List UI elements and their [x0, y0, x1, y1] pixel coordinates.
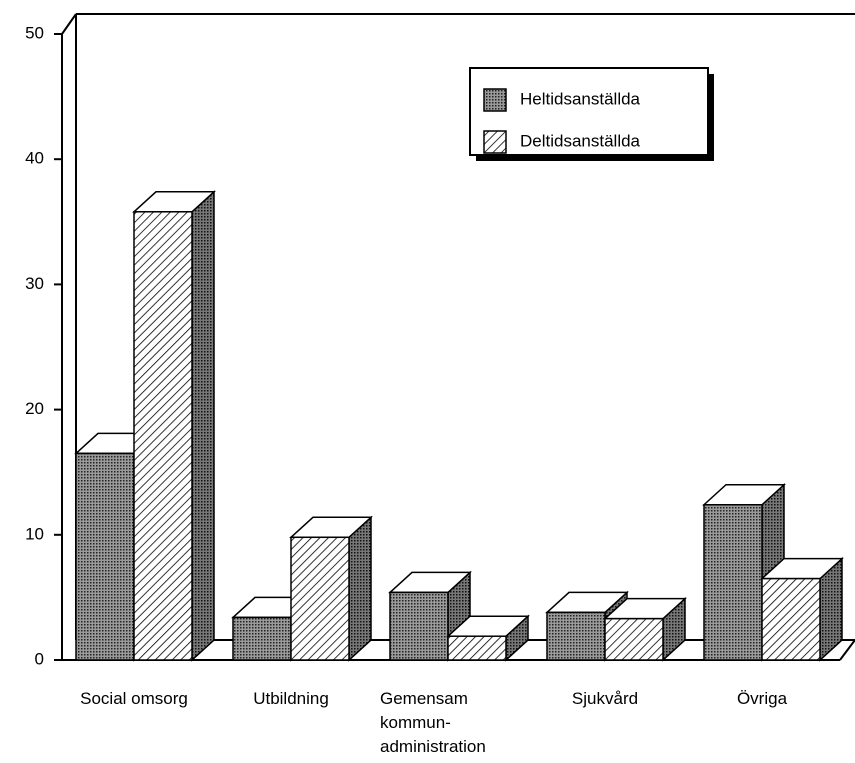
- y-tick-label: 40: [25, 149, 44, 168]
- bar: [446, 614, 530, 662]
- legend-label: Deltidsanställda: [520, 131, 641, 150]
- bar-front: [75, 452, 135, 661]
- bar-front: [389, 591, 449, 661]
- y-tick-label: 50: [25, 23, 44, 42]
- bar-front: [232, 616, 292, 661]
- legend-swatch: [483, 88, 507, 112]
- bar: [132, 190, 216, 662]
- bar-side: [191, 190, 215, 662]
- bar: [603, 596, 687, 662]
- y-tick-label: 20: [25, 399, 44, 418]
- bar-front: [133, 211, 193, 661]
- x-tick-label: Övriga: [737, 689, 788, 708]
- bar-front: [604, 617, 664, 661]
- bar-front: [546, 611, 606, 661]
- bar-front: [761, 577, 821, 661]
- y-tick-label: 0: [35, 649, 44, 668]
- bar-front: [290, 536, 350, 661]
- bar-front: [703, 504, 763, 661]
- legend-label: Heltidsanställda: [520, 89, 641, 108]
- x-tick-label: Utbildning: [253, 689, 329, 708]
- y-tick-label: 10: [25, 524, 44, 543]
- y-tick-label: 30: [25, 274, 44, 293]
- bar: [760, 556, 844, 662]
- bar-front: [447, 635, 507, 661]
- bar: [289, 515, 373, 662]
- x-tick-label: Social omsorg: [80, 689, 188, 708]
- x-tick-label: Sjukvård: [572, 689, 638, 708]
- x-tick-label: Gemensam kommun-administration: [380, 689, 486, 756]
- bar-side: [348, 515, 372, 662]
- legend-swatch: [483, 130, 507, 154]
- legend: [469, 67, 714, 161]
